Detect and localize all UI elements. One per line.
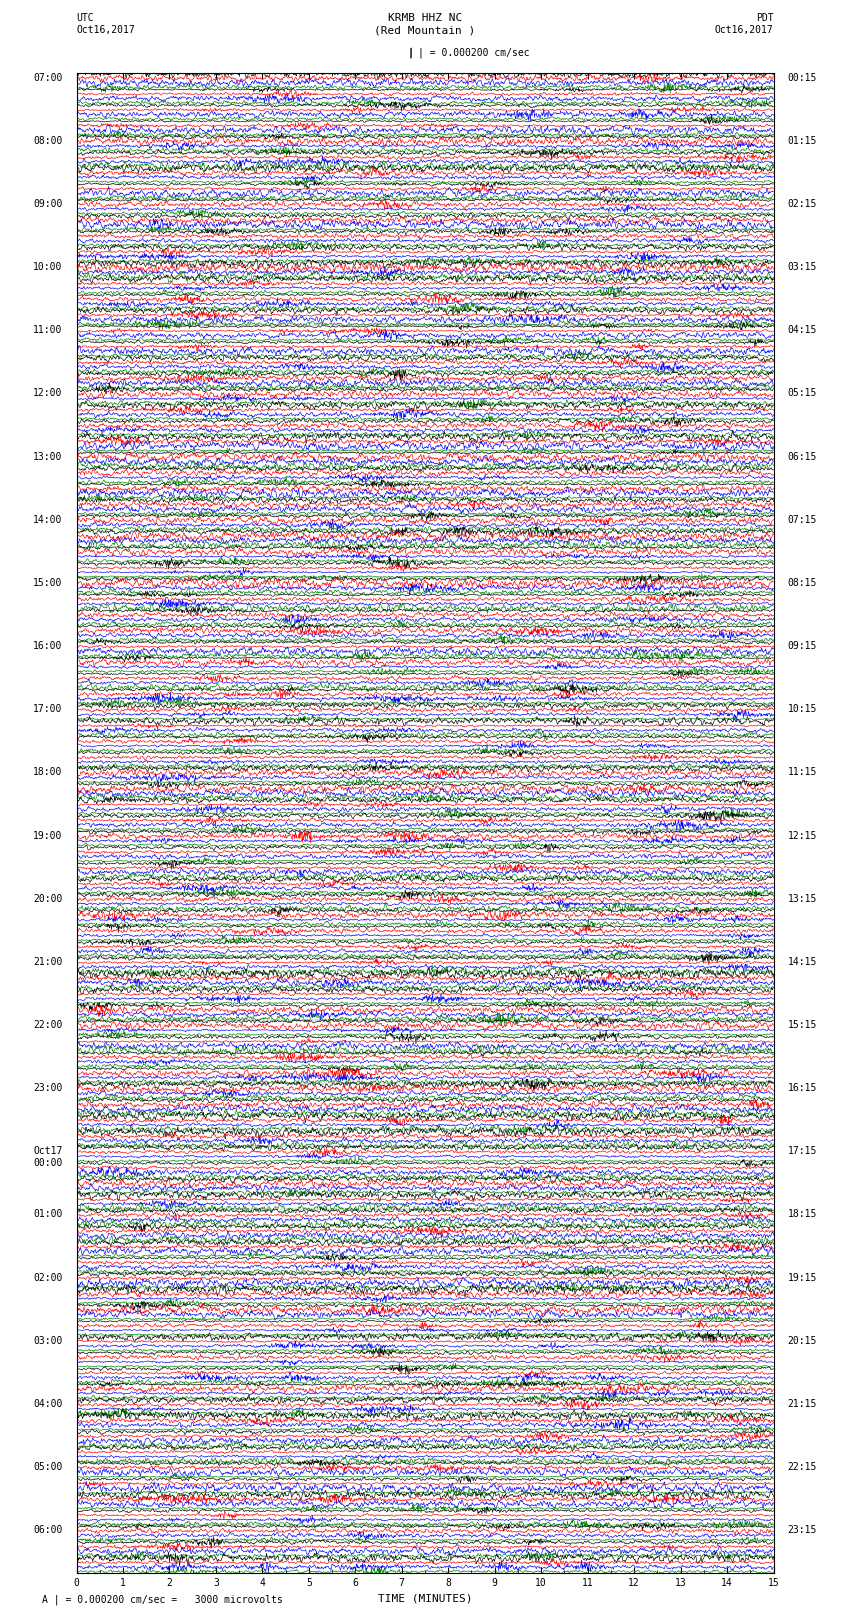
Text: 03:00: 03:00 [33,1336,63,1345]
Text: 21:15: 21:15 [787,1398,817,1410]
Text: 12:00: 12:00 [33,389,63,398]
Text: A | = 0.000200 cm/sec =   3000 microvolts: A | = 0.000200 cm/sec = 3000 microvolts [42,1594,283,1605]
Text: PDT
Oct16,2017: PDT Oct16,2017 [715,13,774,35]
Text: 09:15: 09:15 [787,640,817,652]
Text: 04:00: 04:00 [33,1398,63,1410]
Text: 02:15: 02:15 [787,198,817,210]
Text: Oct17
00:00: Oct17 00:00 [33,1147,63,1168]
Text: 08:15: 08:15 [787,577,817,587]
Text: 11:15: 11:15 [787,768,817,777]
Text: 07:15: 07:15 [787,515,817,524]
X-axis label: TIME (MINUTES): TIME (MINUTES) [377,1594,473,1603]
Text: 18:15: 18:15 [787,1210,817,1219]
Text: 00:15: 00:15 [787,73,817,82]
Text: KRMB HHZ NC
(Red Mountain ): KRMB HHZ NC (Red Mountain ) [374,13,476,35]
Text: 19:00: 19:00 [33,831,63,840]
Text: 22:00: 22:00 [33,1019,63,1031]
Text: | = 0.000200 cm/sec: | = 0.000200 cm/sec [418,48,530,58]
Text: 21:00: 21:00 [33,957,63,966]
Text: 15:00: 15:00 [33,577,63,587]
Text: 09:00: 09:00 [33,198,63,210]
Text: 17:00: 17:00 [33,705,63,715]
Text: 08:00: 08:00 [33,135,63,145]
Text: 06:00: 06:00 [33,1526,63,1536]
Text: 11:00: 11:00 [33,326,63,336]
Text: 03:15: 03:15 [787,261,817,273]
Text: 19:15: 19:15 [787,1273,817,1282]
Text: 15:15: 15:15 [787,1019,817,1031]
Text: 05:00: 05:00 [33,1461,63,1473]
Text: 02:00: 02:00 [33,1273,63,1282]
Text: 17:15: 17:15 [787,1147,817,1157]
Text: 06:15: 06:15 [787,452,817,461]
Text: 20:15: 20:15 [787,1336,817,1345]
Text: 04:15: 04:15 [787,326,817,336]
Text: 20:00: 20:00 [33,894,63,903]
Text: 13:15: 13:15 [787,894,817,903]
Text: 23:00: 23:00 [33,1084,63,1094]
Text: 07:00: 07:00 [33,73,63,82]
Text: 22:15: 22:15 [787,1461,817,1473]
Text: UTC
Oct16,2017: UTC Oct16,2017 [76,13,135,35]
Text: 14:15: 14:15 [787,957,817,966]
Text: 05:15: 05:15 [787,389,817,398]
Text: 23:15: 23:15 [787,1526,817,1536]
Text: 10:00: 10:00 [33,261,63,273]
Text: 01:00: 01:00 [33,1210,63,1219]
Text: 18:00: 18:00 [33,768,63,777]
Text: 16:00: 16:00 [33,640,63,652]
Text: 01:15: 01:15 [787,135,817,145]
Text: 14:00: 14:00 [33,515,63,524]
Text: 12:15: 12:15 [787,831,817,840]
Text: 10:15: 10:15 [787,705,817,715]
Text: 13:00: 13:00 [33,452,63,461]
Text: 16:15: 16:15 [787,1084,817,1094]
